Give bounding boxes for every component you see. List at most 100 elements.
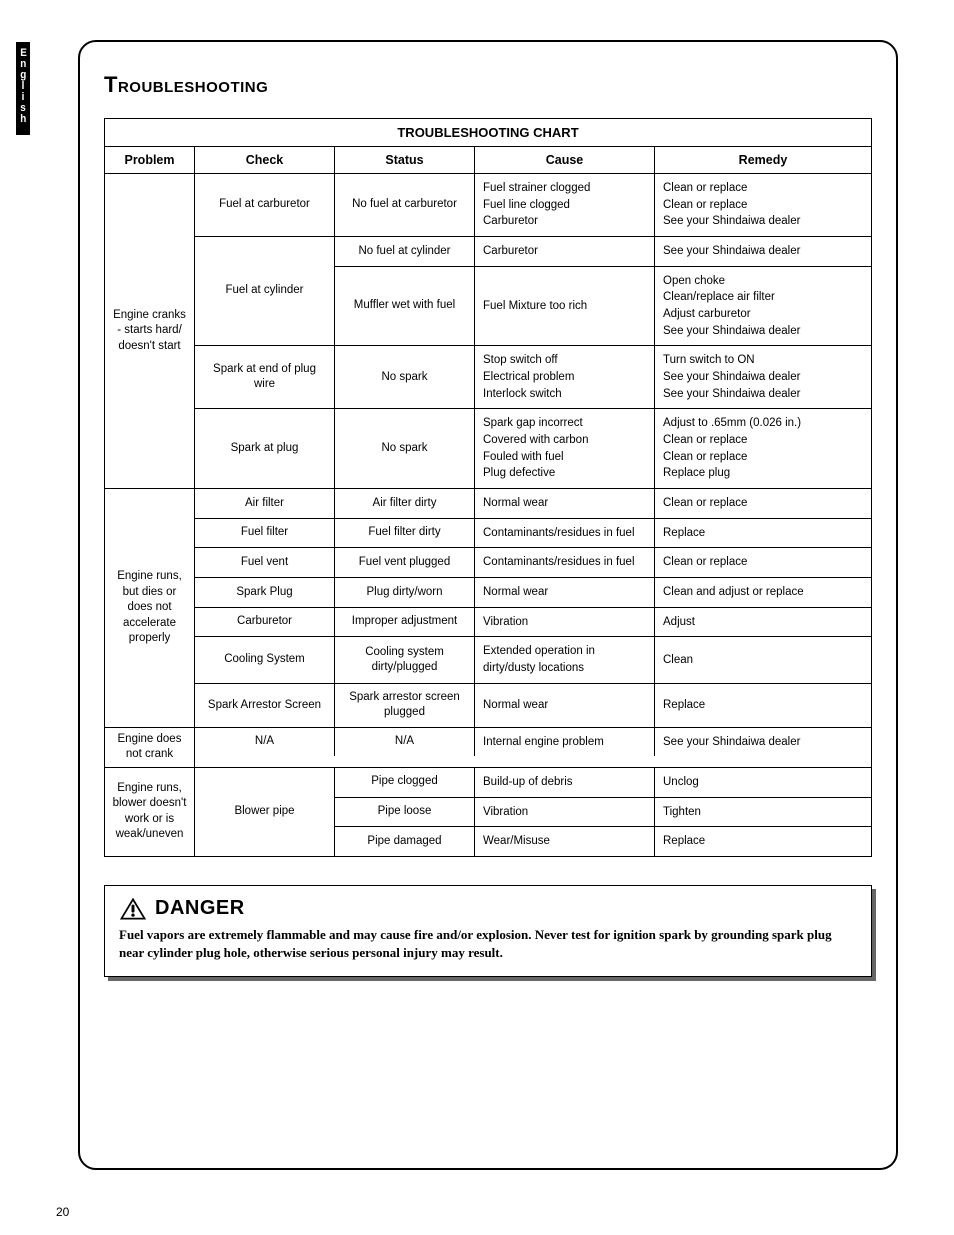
status-cell: Pipe loose bbox=[335, 798, 475, 827]
cause-line: Fuel line clogged bbox=[483, 197, 646, 214]
status-cell: Fuel filter dirty bbox=[335, 519, 475, 548]
status-group: Improper adjustmentVibrationAdjust bbox=[335, 608, 871, 637]
cause-line: Plug defective bbox=[483, 465, 646, 482]
cause-cell: Spark gap incorrectCovered with carbonFo… bbox=[475, 409, 655, 488]
cause-line: Normal wear bbox=[483, 495, 646, 512]
remedy-line: See your Shindaiwa dealer bbox=[663, 243, 863, 260]
cause-line: Interlock switch bbox=[483, 386, 646, 403]
cause-line: Extended operation in dirty/dusty locati… bbox=[483, 643, 646, 676]
remedy-line: See your Shindaiwa dealer bbox=[663, 213, 863, 230]
status-row: Fuel vent plugged Contaminants/residues i… bbox=[335, 548, 871, 577]
status-row: No sparkSpark gap incorrectCovered with … bbox=[335, 409, 871, 488]
check-row: Cooling SystemCooling system dirty/plugg… bbox=[195, 637, 871, 683]
status-group: Fuel filter dirty Contaminants/residues i… bbox=[335, 519, 871, 548]
remedy-cell: See your Shindaiwa dealer bbox=[655, 237, 871, 266]
cause-cell: Fuel strainer cloggedFuel line cloggedCa… bbox=[475, 174, 655, 236]
remedy-cell: See your Shindaiwa dealer bbox=[655, 728, 871, 757]
status-row: Pipe clogged Build-up of debris Unclog bbox=[335, 768, 871, 798]
cause-line: Internal engine problem bbox=[483, 734, 646, 751]
status-cell: Cooling system dirty/plugged bbox=[335, 637, 475, 682]
status-row: No fuel at cylinderCarburetorSee your Sh… bbox=[335, 237, 871, 267]
status-cell: Pipe clogged bbox=[335, 768, 475, 797]
status-cell: No fuel at carburetor bbox=[335, 174, 475, 236]
status-row: Pipe looseVibration Tighten bbox=[335, 798, 871, 828]
remedy-line: Clean or replace bbox=[663, 180, 863, 197]
remedy-line: Clean/replace air filter bbox=[663, 289, 863, 306]
page-number: 20 bbox=[56, 1205, 69, 1219]
cause-line: Carburetor bbox=[483, 243, 646, 260]
check-group: Blower pipePipe cloggedBuild-up of debri… bbox=[195, 768, 871, 856]
check-group: Air filterAir filter dirtyNormal wearCle… bbox=[195, 489, 871, 727]
cause-line: Contaminants/residues in fuel bbox=[483, 525, 646, 542]
cause-line: Normal wear bbox=[483, 584, 646, 601]
cause-cell: Wear/Misuse bbox=[475, 827, 655, 856]
status-cell: No spark bbox=[335, 346, 475, 408]
check-row: Blower pipePipe cloggedBuild-up of debri… bbox=[195, 768, 871, 856]
cause-line: Wear/Misuse bbox=[483, 833, 646, 850]
danger-box: DANGER Fuel vapors are extremely flammab… bbox=[104, 885, 872, 977]
remedy-line: See your Shindaiwa dealer bbox=[663, 369, 863, 386]
status-group: Pipe cloggedBuild-up of debrisUnclogPipe… bbox=[335, 768, 871, 856]
check-row: Spark PlugPlug dirty/wornNormal wearClea… bbox=[195, 578, 871, 608]
col-header-cause: Cause bbox=[475, 147, 655, 173]
remedy-cell: Clean and adjust or replace bbox=[655, 578, 871, 607]
danger-title: DANGER bbox=[155, 897, 245, 920]
check-cell: Fuel vent bbox=[195, 548, 335, 577]
chart-title: TROUBLESHOOTING CHART bbox=[105, 119, 871, 147]
status-cell: Pipe damaged bbox=[335, 827, 475, 856]
remedy-cell: Clean bbox=[655, 637, 871, 682]
col-header-remedy: Remedy bbox=[655, 147, 871, 173]
check-row: Fuel at cylinderNo fuel at cylinderCarbu… bbox=[195, 237, 871, 346]
remedy-cell: Unclog bbox=[655, 768, 871, 797]
remedy-line: See your Shindaiwa dealer bbox=[663, 323, 863, 340]
status-cell: Improper adjustment bbox=[335, 608, 475, 637]
cause-cell: Normal wear bbox=[475, 489, 655, 518]
check-row: Fuel filterFuel filter dirtyContaminants… bbox=[195, 519, 871, 549]
status-group: No sparkStop switch offElectrical proble… bbox=[335, 346, 871, 408]
remedy-line: Tighten bbox=[663, 804, 863, 821]
status-row: Air filter dirtyNormal wearClean or repl… bbox=[335, 489, 871, 518]
remedy-line: Clean bbox=[663, 652, 863, 669]
cause-cell: Contaminants/residues in fuel bbox=[475, 519, 655, 548]
cause-line: Vibration bbox=[483, 614, 646, 631]
remedy-line: Adjust to .65mm (0.026 in.) bbox=[663, 415, 863, 432]
status-group: Air filter dirtyNormal wearClean or repl… bbox=[335, 489, 871, 518]
status-group: Cooling system dirty/pluggedExtended ope… bbox=[335, 637, 871, 682]
status-row: Pipe damagedWear/MisuseReplace bbox=[335, 827, 871, 856]
cause-line: Build-up of debris bbox=[483, 774, 646, 791]
check-row: Spark at plugNo sparkSpark gap incorrect… bbox=[195, 409, 871, 488]
status-row: Improper adjustmentVibrationAdjust bbox=[335, 608, 871, 637]
remedy-line: See your Shindaiwa dealer bbox=[663, 734, 863, 751]
status-cell: No spark bbox=[335, 409, 475, 488]
remedy-line: Unclog bbox=[663, 774, 863, 791]
check-cell: Cooling System bbox=[195, 637, 335, 682]
check-row: Spark Arrestor ScreenSpark arrestor scre… bbox=[195, 684, 871, 727]
problem-cell: Engine runs, blower doesn't work or is w… bbox=[105, 768, 195, 856]
cause-line: Spark gap incorrect bbox=[483, 415, 646, 432]
check-cell: Fuel at carburetor bbox=[195, 174, 335, 236]
cause-line: Contaminants/residues in fuel bbox=[483, 554, 646, 571]
page-frame: Troubleshooting TROUBLESHOOTING CHART Pr… bbox=[78, 40, 898, 1170]
cause-line: Fouled with fuel bbox=[483, 449, 646, 466]
cause-line: Normal wear bbox=[483, 697, 646, 714]
cause-cell: Vibration bbox=[475, 608, 655, 637]
status-row: Spark arrestor screen pluggedNormal wear… bbox=[335, 684, 871, 727]
problem-cell: Engine runs, but dies or does not accele… bbox=[105, 489, 195, 727]
status-group: No fuel at cylinderCarburetorSee your Sh… bbox=[335, 237, 871, 345]
remedy-cell: Clean or replace bbox=[655, 548, 871, 577]
cause-line: Fuel Mixture too rich bbox=[483, 298, 646, 315]
check-row: CarburetorImproper adjustmentVibrationAd… bbox=[195, 608, 871, 638]
status-cell: Fuel vent plugged bbox=[335, 548, 475, 577]
cause-cell: Vibration bbox=[475, 798, 655, 827]
cause-cell: Normal wear bbox=[475, 684, 655, 727]
remedy-cell: Open chokeClean/replace air filterAdjust… bbox=[655, 267, 871, 346]
remedy-cell: Clean or replaceClean or replaceSee your… bbox=[655, 174, 871, 236]
remedy-cell: Tighten bbox=[655, 798, 871, 827]
cause-cell: Contaminants/residues in fuel bbox=[475, 548, 655, 577]
warning-triangle-icon bbox=[119, 896, 147, 922]
check-cell: Fuel at cylinder bbox=[195, 237, 335, 345]
status-row: Fuel filter dirty Contaminants/residues i… bbox=[335, 519, 871, 548]
check-cell: N/A bbox=[195, 728, 335, 757]
status-row: No sparkStop switch offElectrical proble… bbox=[335, 346, 871, 408]
remedy-line: See your Shindaiwa dealer bbox=[663, 386, 863, 403]
